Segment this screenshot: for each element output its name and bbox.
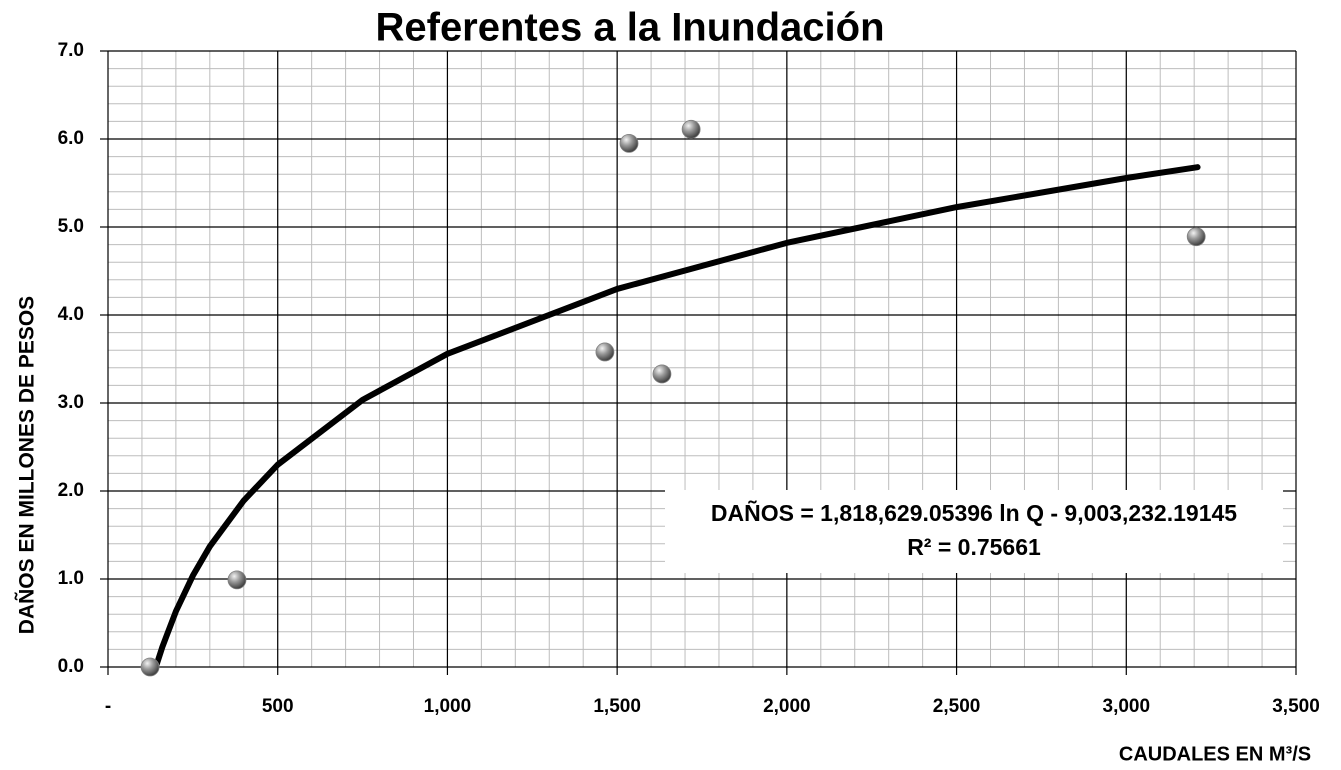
data-point — [1186, 227, 1206, 247]
equation: DAÑOS = 1,818,629.05396 ln Q - 9,003,232… — [711, 499, 1237, 526]
y-tick-label: 7.0 — [58, 40, 84, 61]
data-point — [652, 364, 672, 384]
x-tick-label: 500 — [262, 696, 294, 717]
x-tick-label: - — [105, 696, 111, 717]
x-tick-label: 2,500 — [933, 696, 981, 717]
x-tick-label: 3,500 — [1272, 696, 1320, 717]
y-tick-label: 6.0 — [58, 128, 84, 149]
grid — [100, 50, 1297, 675]
annotation-box — [665, 490, 1283, 573]
trendline — [152, 164, 1201, 670]
data-point — [681, 119, 701, 139]
x-tick-label: 1,500 — [593, 696, 641, 717]
x-tick-label: 1,000 — [424, 696, 472, 717]
y-tick-label: 4.0 — [58, 304, 84, 325]
chart-title: Referentes a la Inundación — [375, 6, 884, 50]
data-point — [619, 133, 639, 153]
r-squared: R² = 0.75661 — [907, 534, 1041, 560]
y-tick-label: 1.0 — [58, 568, 84, 589]
data-point — [140, 657, 160, 677]
y-tick-label: 0.0 — [58, 656, 84, 677]
y-tick-label: 5.0 — [58, 216, 84, 237]
data-point — [595, 342, 615, 362]
y-tick-label: 2.0 — [58, 480, 84, 501]
x-tick-label: 2,000 — [763, 696, 811, 717]
marks — [140, 119, 1206, 677]
y-axis-label: DAÑOS EN MILLONES DE PESOS — [16, 296, 39, 634]
data-point — [227, 570, 247, 590]
x-axis-label: CAUDALES EN M³/S — [1119, 743, 1311, 765]
y-tick-label: 3.0 — [58, 392, 84, 413]
x-tick-label: 3,000 — [1103, 696, 1151, 717]
